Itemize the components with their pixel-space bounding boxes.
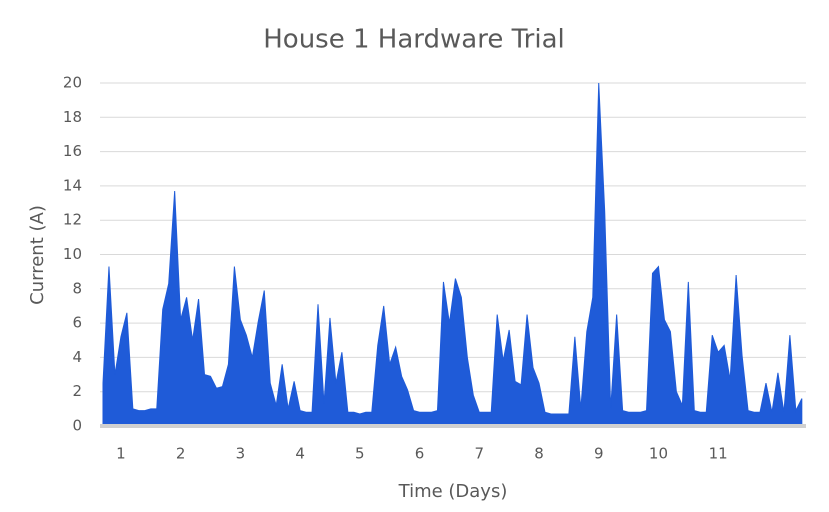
- x-tick-label: 9: [594, 445, 604, 463]
- x-tick-label: 8: [534, 445, 544, 463]
- x-tick-label: 10: [649, 445, 668, 463]
- area: [102, 82, 803, 427]
- y-tick-label: 6: [72, 314, 82, 332]
- y-tick-label: 2: [72, 382, 82, 400]
- y-tick-label: 16: [63, 142, 82, 160]
- x-tick-label: 2: [176, 445, 186, 463]
- x-tick-label: 1: [116, 445, 126, 463]
- y-axis-label: Current (A): [27, 205, 48, 305]
- y-tick-label: 20: [63, 74, 82, 92]
- x-tick-label: 5: [355, 445, 365, 463]
- y-tick-label: 18: [63, 108, 82, 126]
- y-tick-label: 12: [63, 211, 82, 229]
- y-tick-label: 8: [72, 279, 82, 297]
- x-axis-label: Time (Days): [398, 481, 508, 502]
- baseline-band: [100, 424, 806, 428]
- x-tick-label: 6: [415, 445, 425, 463]
- x-tick-label: 4: [295, 445, 305, 463]
- x-tick-label: 3: [236, 445, 246, 463]
- x-tick-label: 11: [709, 445, 728, 463]
- y-tick-label: 10: [63, 245, 82, 263]
- y-tick-label: 14: [63, 176, 82, 194]
- x-tick-label: 7: [475, 445, 485, 463]
- y-tick-label: 0: [72, 417, 82, 435]
- y-tick-label: 4: [72, 348, 82, 366]
- chart-title: House 1 Hardware Trial: [263, 25, 564, 55]
